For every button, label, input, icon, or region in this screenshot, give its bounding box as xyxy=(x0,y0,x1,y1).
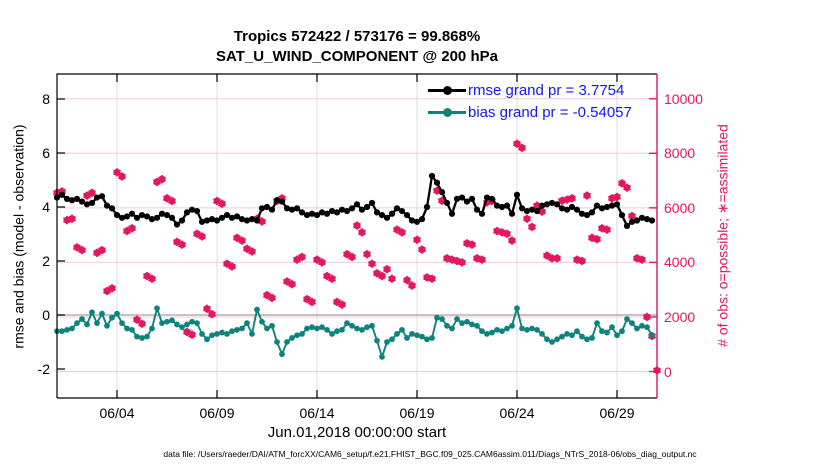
left-axis-tick-label: 6 xyxy=(42,145,50,161)
right-axis-tick-label: 2000 xyxy=(664,308,696,325)
x-axis-label: Jun.01,2018 00:00:00 start xyxy=(267,424,447,441)
left-axis-tick-label: 0 xyxy=(42,307,50,323)
obs-count-markers xyxy=(53,139,661,375)
legend-label-bias: bias grand pr = -0.54057 xyxy=(468,103,632,121)
bias-line-marker-icon xyxy=(428,107,466,117)
rmse-series xyxy=(53,172,656,229)
legend-label-rmse: rmse grand pr = 3.7754 xyxy=(468,81,625,99)
left-axis-label: rmse and bias (model - observation) xyxy=(10,124,27,349)
plot-title-stats: Tropics 572422 / 573176 = 99.868% xyxy=(233,28,481,45)
legend-entry-rmse: rmse grand pr = 3.7754 xyxy=(428,79,632,101)
plot-title-variable: SAT_U_WIND_COMPONENT @ 200 hPa xyxy=(216,48,498,65)
left-axis-tick-label: 2 xyxy=(42,253,50,269)
right-axis-tick-label: 10000 xyxy=(664,90,703,107)
right-axis-tick-label: 4000 xyxy=(664,254,696,271)
left-axis-tick-label: -2 xyxy=(37,361,50,377)
x-axis-tick-label: 06/29 xyxy=(599,405,635,421)
legend-entry-bias: bias grand pr = -0.54057 xyxy=(428,101,632,123)
plot-frame xyxy=(56,73,658,399)
legend: rmse grand pr = 3.7754 bias grand pr = -… xyxy=(428,79,632,123)
left-axis-tick-label: 8 xyxy=(42,91,50,107)
left-axis-tick-label: 4 xyxy=(42,199,50,215)
x-axis-tick-label: 06/09 xyxy=(199,405,235,421)
right-axis-label: # of obs: o=possible; ∗=assimilated xyxy=(714,124,731,347)
gridlines xyxy=(57,74,657,398)
x-axis-tick-label: 06/24 xyxy=(499,405,535,421)
data-file-path: data file: /Users/raeder/DAI/ATM_forcXX/… xyxy=(163,449,697,459)
right-axis-tick-label: 6000 xyxy=(664,199,696,216)
right-axis-tick-label: 8000 xyxy=(664,145,696,162)
bias-series xyxy=(54,304,655,360)
right-axis-tick-label: 0 xyxy=(664,363,672,380)
x-axis-tick-label: 06/04 xyxy=(99,405,135,421)
x-axis-tick-label: 06/19 xyxy=(399,405,435,421)
rmse-line-marker-icon xyxy=(428,85,466,95)
x-axis-tick-label: 06/14 xyxy=(299,405,335,421)
